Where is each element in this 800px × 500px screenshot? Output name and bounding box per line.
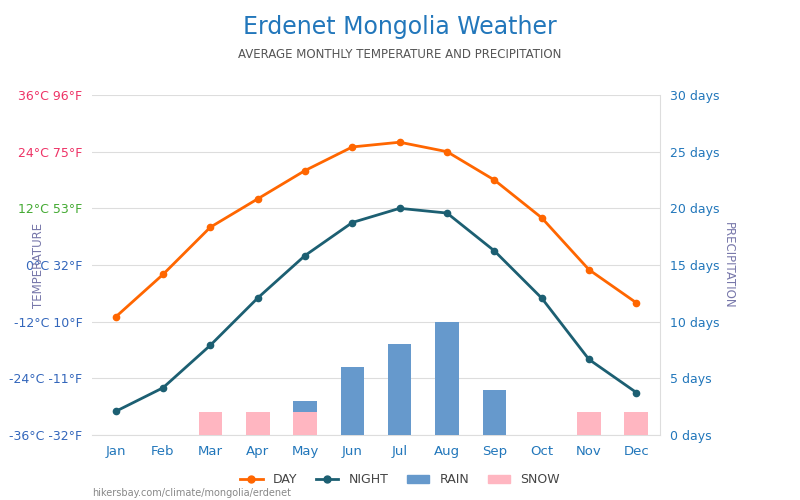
Bar xyxy=(198,412,222,435)
NIGHT xyxy=(584,356,594,362)
NIGHT xyxy=(300,252,310,258)
Bar xyxy=(341,367,364,435)
NIGHT xyxy=(253,295,262,301)
DAY xyxy=(442,148,452,154)
DAY xyxy=(537,215,546,221)
Bar xyxy=(293,412,317,435)
DAY xyxy=(158,272,168,278)
DAY xyxy=(631,300,641,306)
Text: hikersbay.com/climate/mongolia/erdenet: hikersbay.com/climate/mongolia/erdenet xyxy=(92,488,291,498)
NIGHT xyxy=(442,210,452,216)
Bar xyxy=(388,344,411,435)
NIGHT xyxy=(111,408,121,414)
Text: Erdenet Mongolia Weather: Erdenet Mongolia Weather xyxy=(243,15,557,39)
Bar xyxy=(246,412,270,435)
Bar xyxy=(625,412,648,435)
Bar xyxy=(435,322,459,435)
NIGHT xyxy=(537,295,546,301)
Text: TEMPERATURE: TEMPERATURE xyxy=(31,222,45,308)
DAY xyxy=(347,144,357,150)
DAY xyxy=(395,139,405,145)
DAY xyxy=(584,266,594,272)
Text: AVERAGE MONTHLY TEMPERATURE AND PRECIPITATION: AVERAGE MONTHLY TEMPERATURE AND PRECIPIT… xyxy=(238,48,562,60)
DAY xyxy=(490,177,499,183)
NIGHT xyxy=(631,390,641,396)
DAY xyxy=(206,224,215,230)
NIGHT xyxy=(206,342,215,348)
Bar xyxy=(293,401,317,435)
NIGHT xyxy=(395,206,405,212)
Line: DAY: DAY xyxy=(113,139,639,320)
DAY xyxy=(253,196,262,202)
NIGHT xyxy=(347,220,357,226)
NIGHT xyxy=(158,385,168,391)
Bar xyxy=(577,412,601,435)
Line: NIGHT: NIGHT xyxy=(113,205,639,414)
NIGHT xyxy=(490,248,499,254)
DAY xyxy=(300,168,310,173)
Bar xyxy=(482,390,506,435)
Text: PRECIPITATION: PRECIPITATION xyxy=(722,222,734,308)
DAY xyxy=(111,314,121,320)
Legend: DAY, NIGHT, RAIN, SNOW: DAY, NIGHT, RAIN, SNOW xyxy=(235,468,565,491)
